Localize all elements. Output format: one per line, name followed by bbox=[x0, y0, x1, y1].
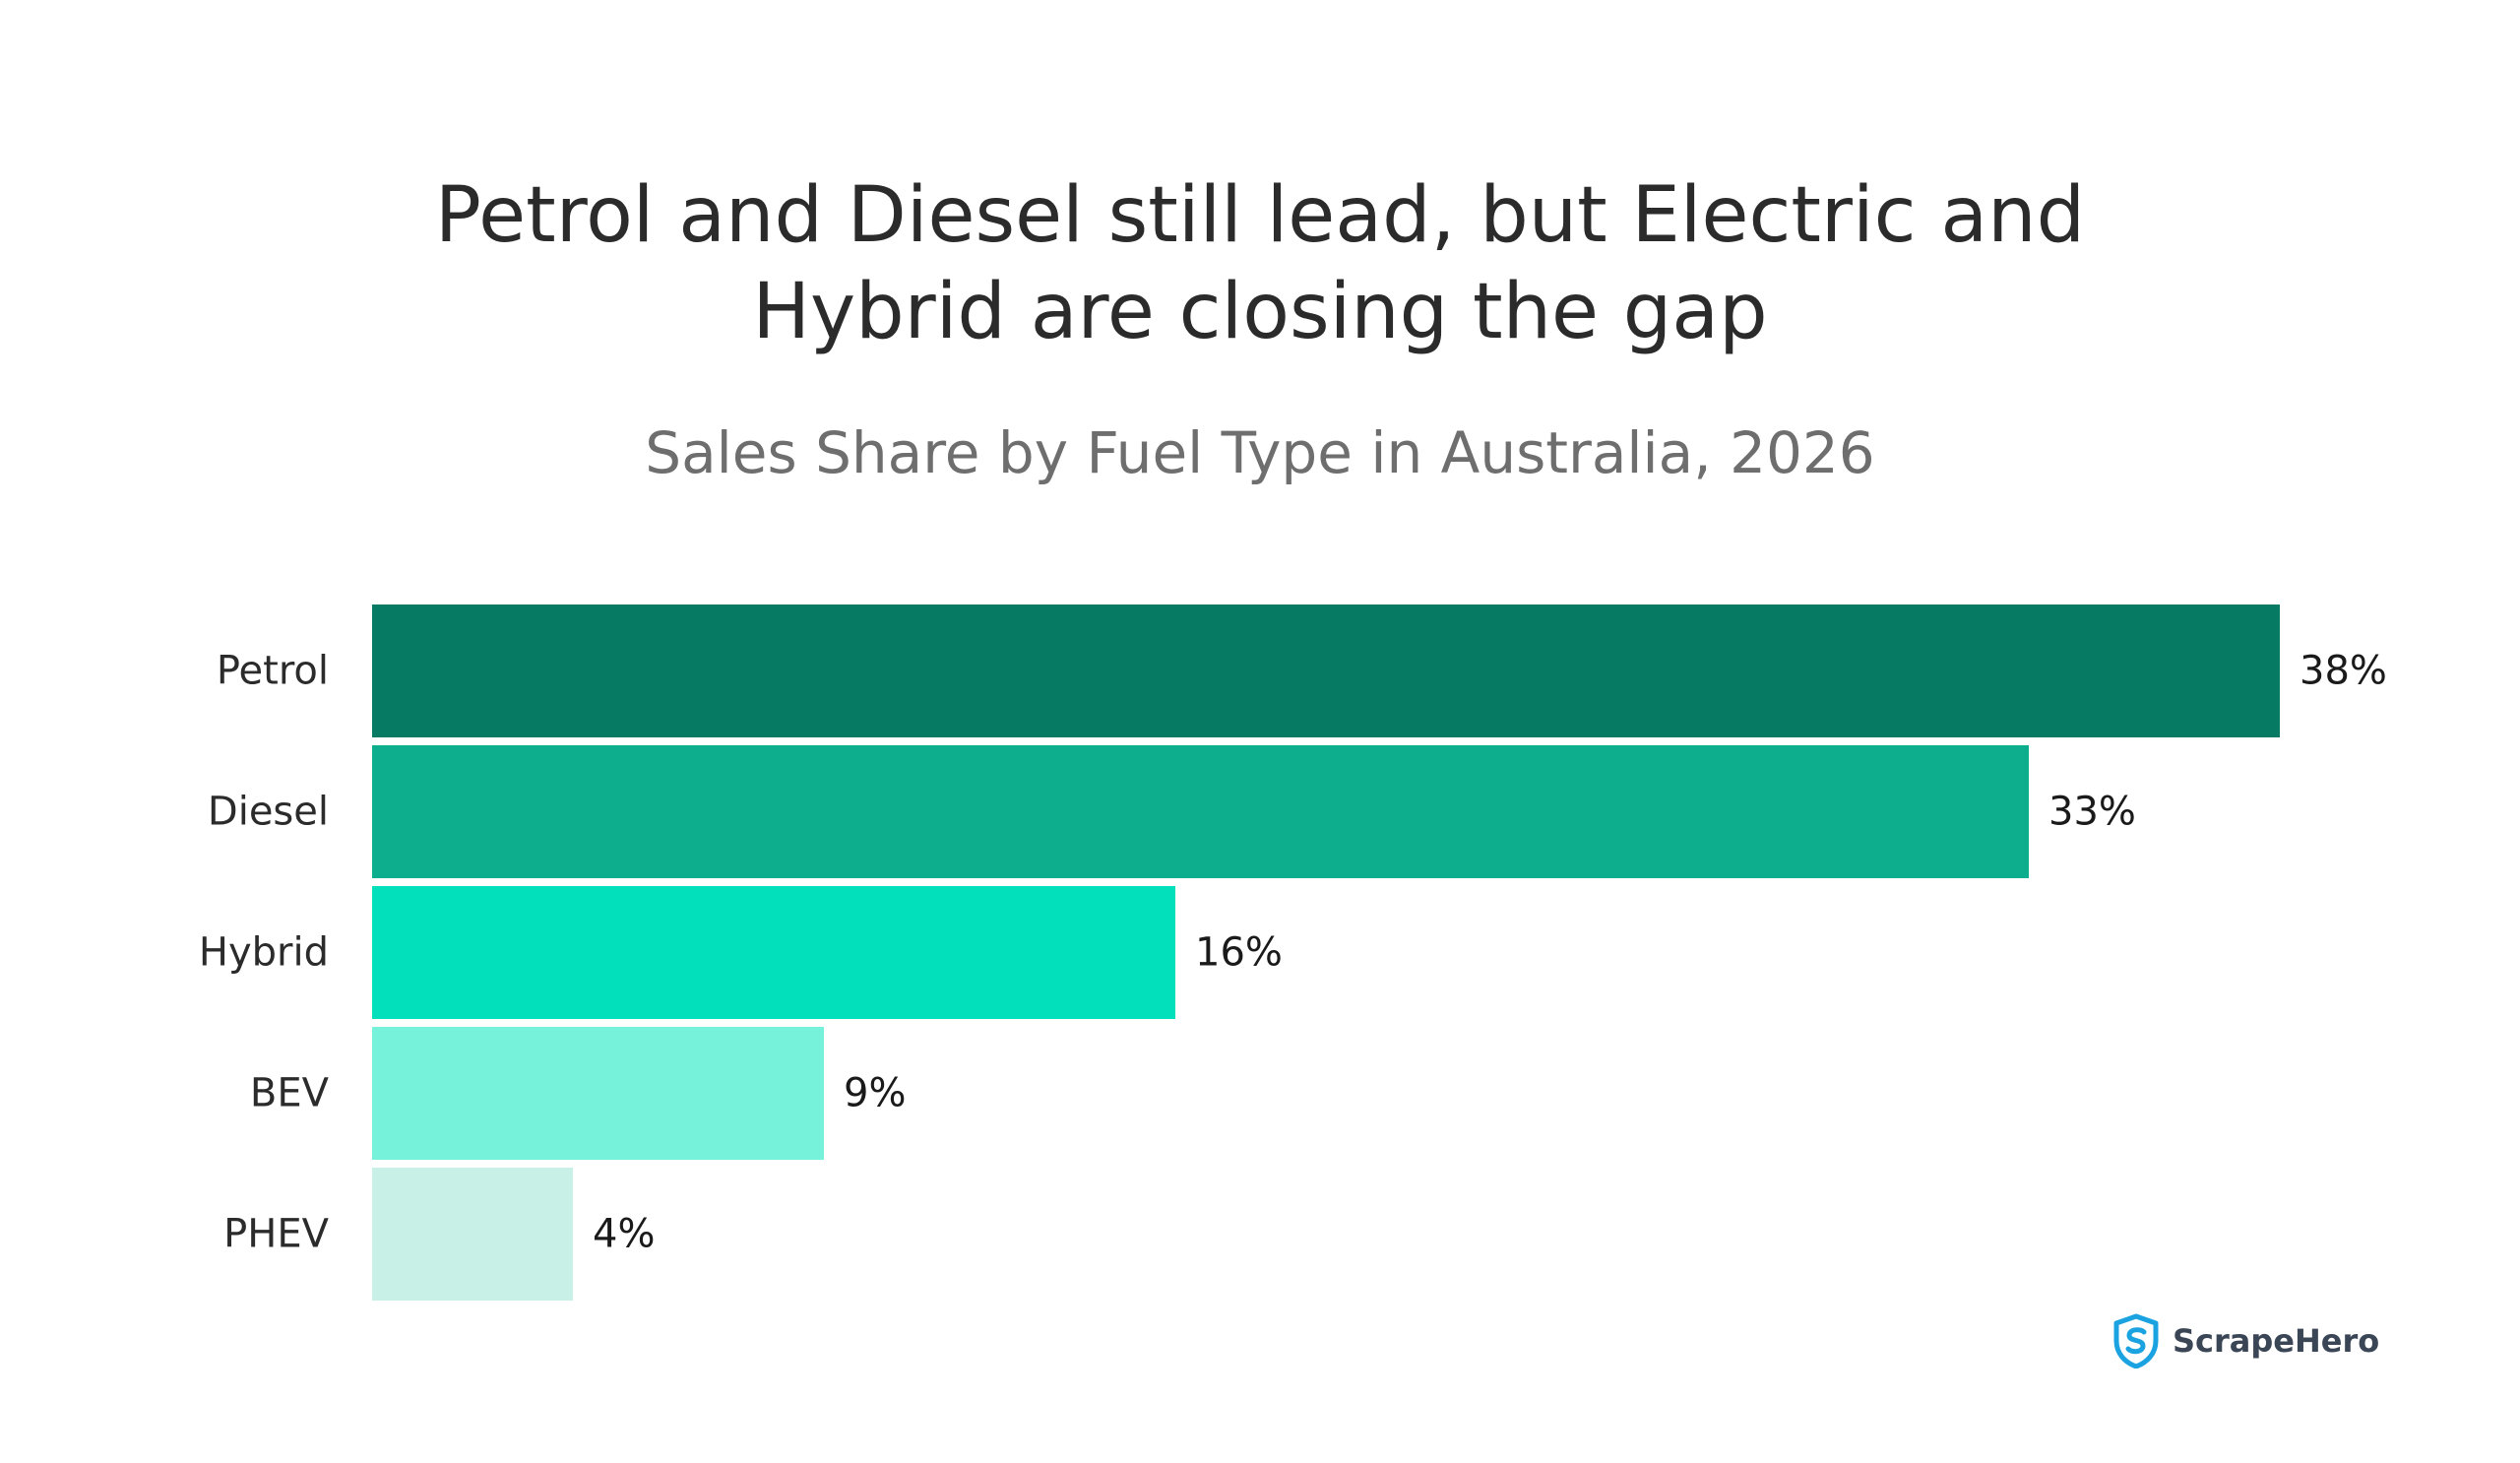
value-label-petrol: 38% bbox=[2300, 649, 2387, 694]
value-labels-group: 38% 33% 16% 9% 4% bbox=[593, 649, 2387, 1257]
category-label-bev: BEV bbox=[250, 1071, 330, 1116]
brand-logo: ScrapeHero bbox=[2111, 1313, 2379, 1368]
chart-title-line-2: Hybrid are closing the gap bbox=[752, 268, 1768, 356]
bar-bev bbox=[372, 1027, 824, 1160]
bar-phev bbox=[372, 1168, 573, 1301]
category-label-hybrid: Hybrid bbox=[199, 930, 329, 976]
value-label-phev: 4% bbox=[593, 1212, 655, 1257]
category-label-phev: PHEV bbox=[223, 1212, 329, 1257]
category-label-petrol: Petrol bbox=[217, 649, 329, 694]
bars-group bbox=[372, 604, 2280, 1301]
bar-diesel bbox=[372, 745, 2029, 878]
bar-hybrid bbox=[372, 886, 1175, 1019]
value-label-bev: 9% bbox=[844, 1071, 906, 1116]
category-labels-group: Petrol Diesel Hybrid BEV PHEV bbox=[199, 649, 330, 1257]
category-label-diesel: Diesel bbox=[208, 790, 329, 835]
chart-subtitle: Sales Share by Fuel Type in Australia, 2… bbox=[645, 419, 1875, 486]
value-label-diesel: 33% bbox=[2048, 790, 2136, 835]
value-label-hybrid: 16% bbox=[1195, 930, 1283, 976]
bar-petrol bbox=[372, 604, 2280, 737]
chart-title-line-1: Petrol and Diesel still lead, but Electr… bbox=[434, 171, 2086, 260]
brand-name: ScrapeHero bbox=[2173, 1322, 2380, 1360]
chart-title: Petrol and Diesel still lead, but Electr… bbox=[0, 167, 2520, 360]
shield-s-icon bbox=[2113, 1313, 2159, 1368]
